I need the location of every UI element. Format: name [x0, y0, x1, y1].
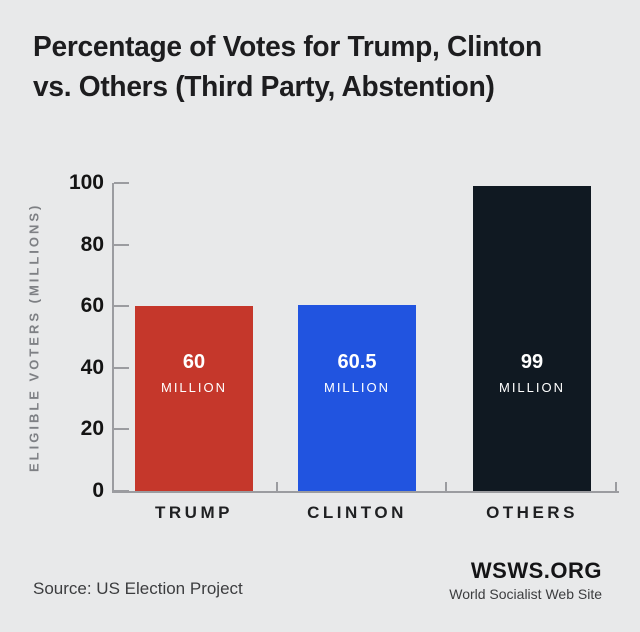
y-tick-label: 80 [80, 232, 104, 256]
x-tick-mark [615, 482, 617, 491]
bar-others [473, 186, 591, 491]
x-tick-mark [275, 482, 278, 491]
source-note: Source: US Election Project [33, 579, 243, 598]
bar-clinton [298, 304, 416, 491]
chart-title: Percentage of Votes for Trump, Clinton v… [33, 27, 542, 107]
y-tick-label: 20 [80, 417, 104, 441]
x-category-label-others: OTHERS [486, 503, 578, 522]
bar-trump [135, 306, 253, 491]
chart-title-line-1: Percentage of Votes for Trump, Clinton [33, 31, 542, 63]
brand-block: WSWS.ORG World Socialist Web Site [449, 559, 602, 602]
y-axis-title: ELIGIBLE VOTERS (MILLIONS) [26, 202, 42, 472]
x-tick-mark [444, 482, 447, 491]
x-axis-line [112, 491, 619, 493]
y-tick-mark [114, 428, 129, 431]
bar-value-unit: MILLION [498, 380, 565, 395]
bar-value-unit: MILLION [323, 380, 390, 395]
bar-value-number: 99 [520, 351, 544, 373]
x-category-label-clinton: CLINTON [307, 503, 407, 522]
chart-title-line-2: vs. Others (Third Party, Abstention) [33, 71, 495, 103]
y-tick-mark [114, 490, 129, 492]
brand-name: WSWS.ORG [470, 558, 602, 583]
y-tick-mark [114, 366, 129, 369]
x-category-label-trump: TRUMP [155, 503, 233, 522]
y-tick-mark [114, 305, 129, 308]
y-axis-line [112, 183, 114, 493]
brand-subtitle: World Socialist Web Site [449, 586, 602, 602]
y-tick-mark [114, 182, 129, 184]
y-tick-label: 40 [80, 355, 104, 379]
bar-value-number: 60 [182, 351, 206, 373]
y-tick-label: 100 [68, 171, 104, 194]
y-tick-label: 0 [92, 479, 104, 502]
y-tick-mark [114, 243, 129, 246]
y-tick-label: 60 [80, 294, 104, 318]
bar-value-unit: MILLION [160, 380, 227, 395]
bar-value-number: 60.5 [337, 351, 377, 373]
